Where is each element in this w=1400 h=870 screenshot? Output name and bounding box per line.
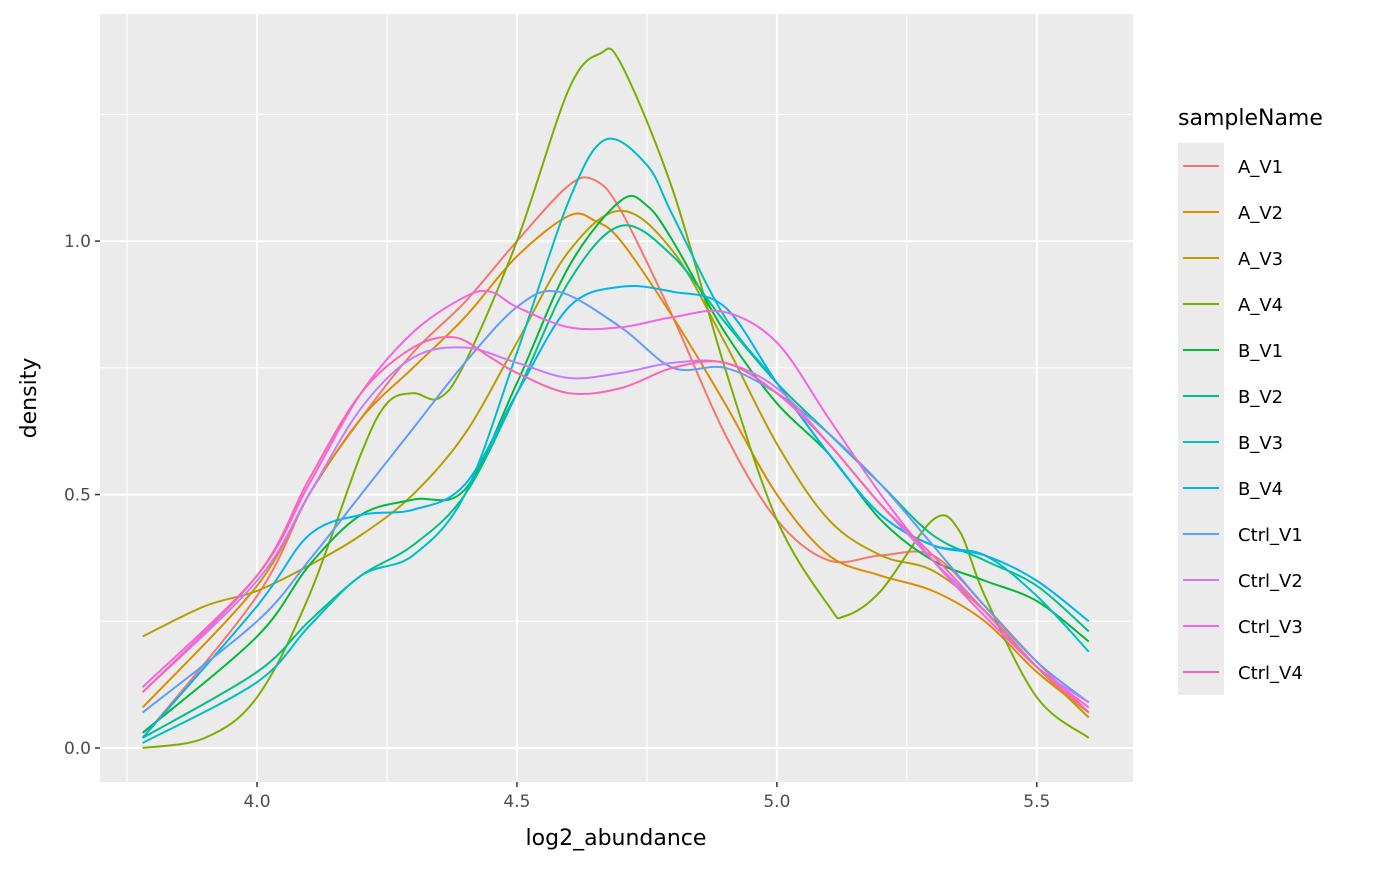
axes: 4.0 4.5 5.0 5.5 0.0 0.5 1.0 xyxy=(64,232,1050,812)
legend-label: B_V3 xyxy=(1238,433,1283,454)
legend-label: A_V4 xyxy=(1238,295,1283,316)
legend-label: Ctrl_V2 xyxy=(1238,571,1303,592)
y-tick-label: 1.0 xyxy=(64,232,91,252)
density-line-b-v1 xyxy=(141,194,1090,734)
density-line-ctrl-v1 xyxy=(142,289,1090,714)
x-tick-label: 4.0 xyxy=(243,792,270,812)
x-tick-label: 5.5 xyxy=(1023,792,1050,812)
legend-label: Ctrl_V3 xyxy=(1238,617,1303,638)
legend-label: Ctrl_V4 xyxy=(1238,663,1303,684)
legend-label: A_V1 xyxy=(1238,157,1283,178)
legend-label: B_V2 xyxy=(1238,387,1283,408)
density-line-a-v4 xyxy=(142,47,1090,750)
legend-title: sampleName xyxy=(1178,106,1323,131)
x-tick-label: 5.0 xyxy=(763,792,790,812)
legend: sampleName A_V1 A_V2 A_V3 A_V4 B_V1 B_V2 B_V3 B… xyxy=(1178,106,1323,695)
y-tick-label: 0.5 xyxy=(64,486,91,506)
density-line-a-v2 xyxy=(141,212,1090,714)
legend-label: B_V1 xyxy=(1238,341,1283,362)
gridlines xyxy=(100,14,1133,782)
legend-label: A_V3 xyxy=(1238,249,1283,270)
legend-label: A_V2 xyxy=(1238,203,1283,224)
density-line-ctrl-v4 xyxy=(141,335,1090,714)
density-lines xyxy=(141,47,1090,750)
x-axis-label: log2_abundance xyxy=(526,826,707,851)
legend-label: B_V4 xyxy=(1238,479,1283,500)
legend-label: Ctrl_V1 xyxy=(1238,525,1303,546)
y-tick-label: 0.0 xyxy=(64,739,91,759)
density-line-a-v3 xyxy=(142,209,1090,719)
x-tick-label: 4.5 xyxy=(503,792,530,812)
y-axis-label: density xyxy=(17,358,42,439)
plot-panel xyxy=(100,14,1133,782)
density-line-ctrl-v3 xyxy=(141,289,1090,709)
